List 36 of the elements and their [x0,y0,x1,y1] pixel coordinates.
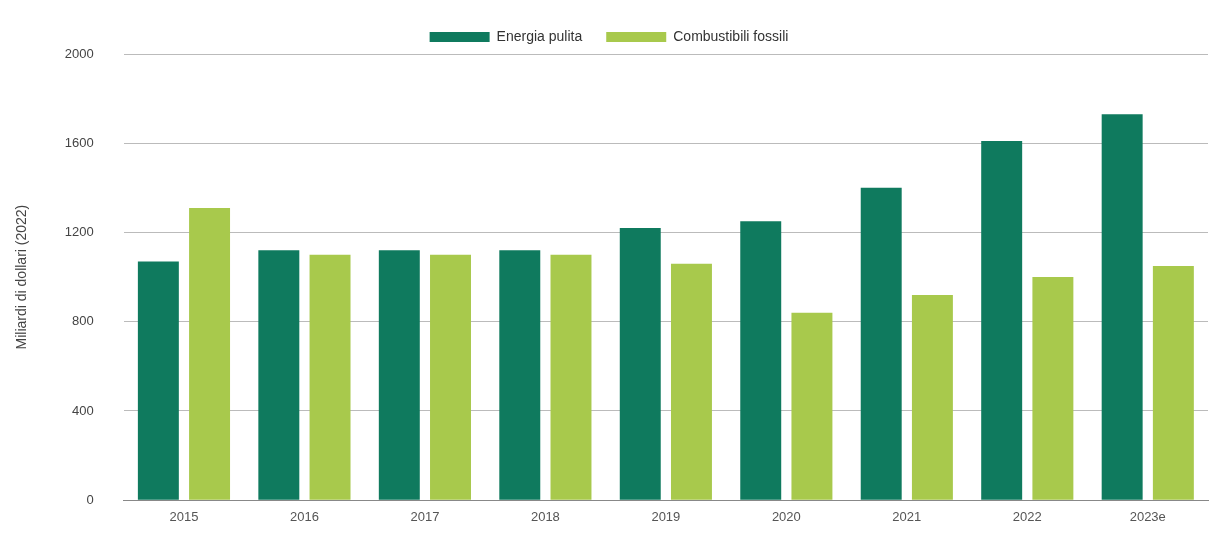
x-tick-label: 2015 [169,508,199,524]
bar [1152,265,1194,500]
x-tick-label: 2016 [289,508,319,524]
bar [430,254,471,500]
legend-label: Energia pulita [496,27,583,44]
legend-label: Combustibili fossili [673,27,789,44]
y-tick-label: 1200 [64,224,94,240]
y-tick-label: 400 [72,402,94,418]
x-tick-label: 2022 [1012,508,1042,524]
x-tick-label: 2019 [651,508,681,524]
x-tick-label: 2020 [771,508,801,524]
bar [619,228,661,500]
bar [309,254,351,500]
bar [860,187,902,500]
bar [791,312,833,500]
y-tick-label: 1600 [64,134,94,150]
bar [740,221,782,500]
bar [1032,277,1074,500]
bar [499,250,541,500]
bar [981,141,1023,500]
bar [258,250,300,500]
x-tick-label: 2017 [410,508,440,524]
x-tick-label: 2018 [530,508,560,524]
y-tick-label: 0 [86,491,94,507]
y-tick-label: 800 [72,313,94,329]
y-tick-label: 2000 [64,45,94,61]
bar [1101,114,1143,500]
bar [378,250,420,500]
bar [137,261,179,500]
x-tick-label: 2023e [1129,508,1166,524]
bar [550,254,592,500]
bar [670,263,712,500]
x-tick-label: 2021 [892,508,922,524]
y-axis-title: Miliardi di dollari (2022) [13,204,30,350]
bar [189,207,231,500]
bar [911,294,953,500]
